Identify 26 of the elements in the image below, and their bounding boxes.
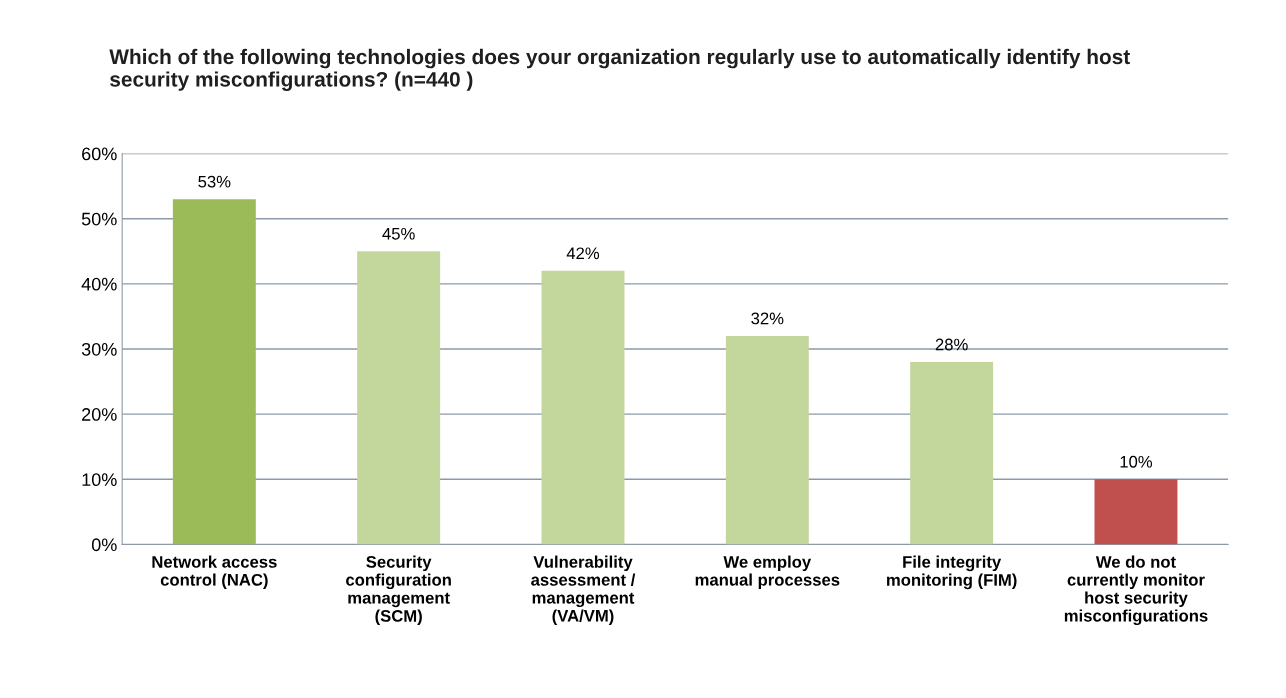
bar <box>541 270 625 545</box>
bar <box>357 251 441 545</box>
bar <box>172 199 256 545</box>
data-label: 28% <box>935 338 968 351</box>
data-label: 53% <box>198 175 231 188</box>
y-tick-label: 10% <box>82 473 117 487</box>
data-label: 10% <box>1120 455 1153 468</box>
y-tick-label: 50% <box>81 212 117 226</box>
x-tick-label: Network access control (NAC) <box>152 555 277 590</box>
chart-title: Which of the following technologies does your organization regularly use to automatically identify host security misconfigurations? (n=440 ) <box>109 48 1130 91</box>
y-tick-label: 60% <box>82 147 117 161</box>
y-tick-label: 30% <box>81 342 117 356</box>
data-label: 32% <box>751 312 784 325</box>
x-tick-label: We do not currently monitor host security misconfigurations <box>1064 555 1208 626</box>
bar <box>910 362 994 545</box>
y-tick-label: 40% <box>81 277 117 291</box>
x-tick-label: Security configuration management (SCM) <box>346 555 451 626</box>
x-tick-label: File integrity monitoring (FIM) <box>887 555 1017 590</box>
y-tick-label: 0% <box>91 538 117 552</box>
bar <box>1094 479 1178 545</box>
bar <box>725 335 809 545</box>
data-label: 42% <box>566 247 600 260</box>
x-tick-label: Vulnerability assessment / management (VA/VM) <box>531 555 636 626</box>
y-tick-label: 20% <box>82 408 117 421</box>
x-tick-label: We employ manual processes <box>695 555 840 590</box>
data-label: 45% <box>382 227 415 240</box>
